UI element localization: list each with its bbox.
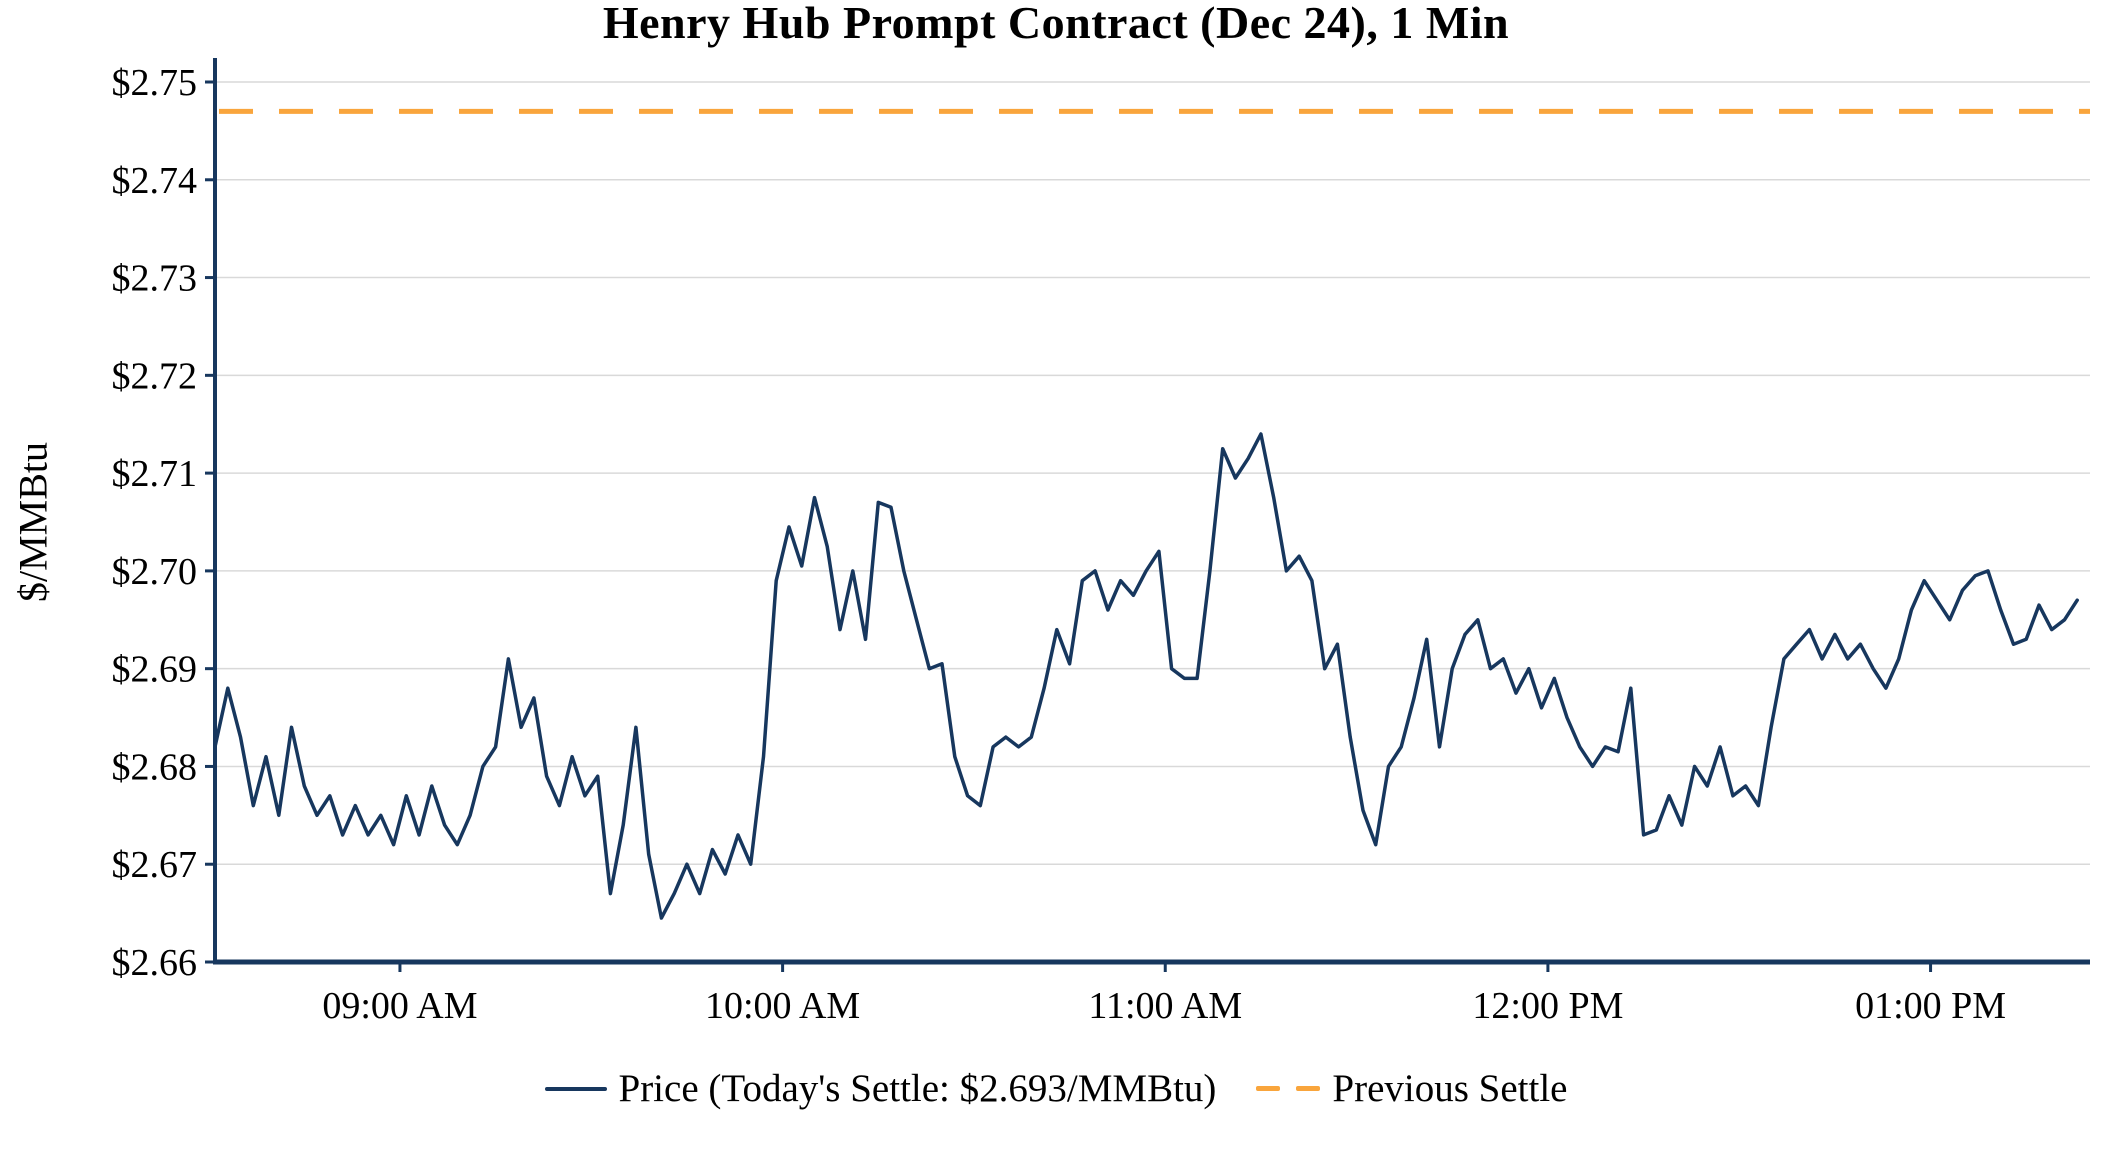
legend-price-label: Price (Today's Settle: $2.693/MMBtu): [618, 1067, 1217, 1110]
y-tick-label: $2.69: [112, 649, 198, 691]
y-tick-label: $2.67: [112, 844, 198, 886]
y-tick-label: $2.68: [112, 746, 198, 788]
y-tick-label: $2.66: [112, 942, 198, 984]
legend: Price (Today's Settle: $2.693/MMBtu) Pre…: [0, 1066, 2112, 1111]
x-tick-label: 12:00 PM: [1472, 985, 1623, 1027]
dash-segment: [1256, 1086, 1281, 1091]
chart-title: Henry Hub Prompt Contract (Dec 24), 1 Mi…: [602, 0, 1510, 48]
x-tick-label: 11:00 AM: [1088, 985, 1242, 1027]
legend-settle-label: Previous Settle: [1332, 1067, 1568, 1110]
previous-settle-swatch: [1256, 1086, 1321, 1091]
x-tick-label: 09:00 AM: [322, 985, 477, 1027]
y-tick-label: $2.72: [112, 355, 198, 397]
price-line-swatch: [544, 1086, 607, 1091]
x-axis-ticks: 09:00 AM 10:00 AM 11:00 AM 12:00 PM 01:00 PM: [322, 962, 2006, 1027]
price-line: [213, 432, 2079, 920]
x-tick-label: 01:00 PM: [1855, 985, 2006, 1027]
y-tick-label: $2.75: [112, 62, 198, 104]
x-tick-label: 10:00 AM: [705, 985, 860, 1027]
y-tick-label: $2.73: [112, 258, 198, 300]
y-axis-ticks: $2.66 $2.67 $2.68 $2.69 $2.70 $2.71 $2.72 $2.73…: [112, 62, 215, 984]
y-tick-label: $2.70: [112, 551, 198, 593]
y-tick-label: $2.71: [112, 453, 198, 495]
dash-segment: [1296, 1086, 1321, 1091]
y-tick-label: $2.74: [112, 160, 198, 202]
y-gridlines: [215, 81, 2090, 963]
